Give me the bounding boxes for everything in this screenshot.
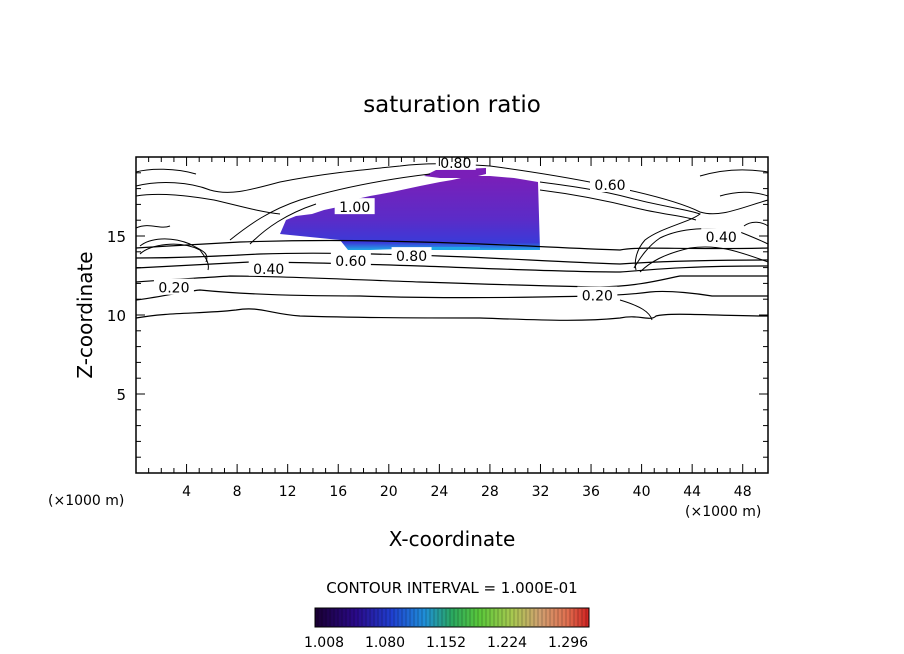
contour-label-bg xyxy=(334,198,375,215)
x-axis-label: X-coordinate xyxy=(389,527,516,551)
x-tick-label: 40 xyxy=(633,484,651,500)
contour-line xyxy=(135,308,769,321)
contour-line xyxy=(135,193,281,215)
contour-interval-text: CONTOUR INTERVAL = 1.000E-01 xyxy=(326,579,577,597)
x-tick-label: 20 xyxy=(380,484,398,500)
contour-line xyxy=(135,289,768,301)
contour-label: 0.20 xyxy=(158,281,189,297)
contour-line xyxy=(539,181,701,271)
contour-label-bg xyxy=(435,153,476,170)
x-tick-label: 16 xyxy=(329,484,347,500)
contour-label: 0.20 xyxy=(582,289,613,305)
contour-label-bg xyxy=(153,278,194,295)
x-tick-label: 32 xyxy=(532,484,550,500)
x-tick-label: 4 xyxy=(182,484,191,500)
colorbar xyxy=(314,607,590,628)
contour-line xyxy=(135,261,769,273)
contour-label-bg xyxy=(391,247,432,264)
contour-label-bg xyxy=(330,251,371,268)
contour-line xyxy=(135,239,769,251)
x-unit-label-left: (×1000 m) xyxy=(48,493,124,509)
contour-label: 0.60 xyxy=(335,254,366,270)
contour-line xyxy=(229,173,431,241)
contour-label-bg xyxy=(577,286,618,303)
contour-line xyxy=(135,252,769,265)
chart-title: saturation ratio xyxy=(363,92,541,118)
contour-label: 0.60 xyxy=(594,178,625,194)
contour-label: 0.40 xyxy=(253,262,284,278)
contour-label-bg xyxy=(701,228,742,245)
contour-labels: 0.20 0.20 0.40 0.40 0.60 0.60 0.80 0.80 1.00 xyxy=(153,153,742,305)
contour-label: 0.80 xyxy=(440,156,471,172)
contour-line xyxy=(249,203,317,245)
contour-line xyxy=(639,246,769,273)
colorbar-tick-label: 1.080 xyxy=(365,635,405,651)
contour-line xyxy=(135,225,171,229)
x-unit-label-right: (×1000 m) xyxy=(685,504,761,520)
y-tick-label: 5 xyxy=(116,386,126,404)
contour-line xyxy=(743,221,769,227)
colorbar-tick-label: 1.008 xyxy=(304,635,344,651)
x-tick-label: 28 xyxy=(481,484,499,500)
contour-label: 0.40 xyxy=(706,230,737,246)
x-axis-ticks: 4 8 12 16 20 24 28 32 36 40 44 48 xyxy=(148,157,756,500)
contour-line xyxy=(699,169,769,177)
colorbar-tick-label: 1.296 xyxy=(548,635,588,651)
contour-line xyxy=(633,228,769,269)
shaded-region-top xyxy=(424,168,486,178)
y-axis-ticks: 5 10 15 xyxy=(107,172,768,458)
contour-line xyxy=(619,299,653,321)
colorbar-tick-labels: 1.008 1.080 1.152 1.224 1.296 xyxy=(304,635,588,651)
y-tick-label: 15 xyxy=(107,228,126,246)
x-tick-label: 8 xyxy=(233,484,242,500)
colorbar-stripes xyxy=(317,609,587,626)
x-tick-label: 36 xyxy=(582,484,600,500)
contour-line xyxy=(139,238,208,263)
contour-label-bg xyxy=(248,259,289,276)
y-tick-label: 10 xyxy=(107,307,126,325)
contour-line xyxy=(719,191,769,197)
colorbar-tick-label: 1.224 xyxy=(487,635,527,651)
supersaturation-shading xyxy=(280,168,540,250)
colorbar-tick-label: 1.152 xyxy=(426,635,466,651)
x-tick-label: 24 xyxy=(430,484,448,500)
contour-label: 0.80 xyxy=(396,249,427,265)
contour-label-bg xyxy=(590,176,630,193)
contour-line xyxy=(135,168,197,175)
x-tick-label: 12 xyxy=(279,484,297,500)
contour-line xyxy=(539,189,697,221)
contour-line xyxy=(139,243,209,271)
contour-line xyxy=(135,275,768,288)
x-tick-label: 48 xyxy=(734,484,752,500)
y-axis-label: Z-coordinate xyxy=(73,251,97,378)
contour-label: 1.00 xyxy=(339,200,370,216)
x-tick-label: 44 xyxy=(683,484,701,500)
shaded-max-band xyxy=(430,247,480,250)
shaded-region xyxy=(280,176,540,250)
